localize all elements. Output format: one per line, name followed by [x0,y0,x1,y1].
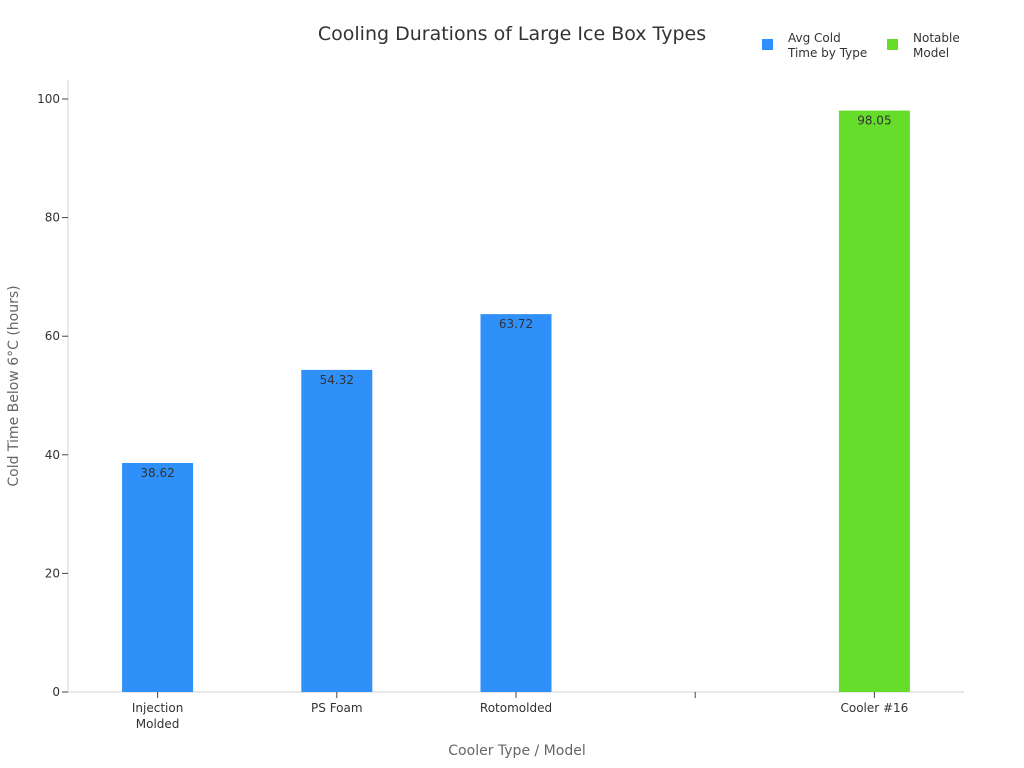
legend-label: Time by Type [787,46,867,60]
x-tick-label: Rotomolded [480,701,552,715]
bar [480,314,552,692]
x-tick-label: Injection [132,701,183,715]
x-tick-label: Molded [136,717,180,731]
y-tick-label: 20 [45,566,60,580]
legend-swatch [887,39,898,50]
bar [301,369,373,692]
x-axis-title: Cooler Type / Model [448,743,585,759]
bar [838,110,910,693]
legend-label: Model [913,46,949,60]
y-axis-title: Cold Time Below 6°C (hours) [6,285,22,486]
chart-title: Cooling Durations of Large Ice Box Types [318,23,706,45]
bar [122,462,194,692]
y-tick-label: 40 [45,448,60,462]
legend-label: Notable [913,31,960,45]
y-tick-label: 0 [52,685,60,699]
bar-data-label: 38.62 [140,466,174,480]
x-tick-label: PS Foam [311,701,363,715]
legend-label: Avg Cold [788,31,841,45]
legend-swatch [762,39,773,50]
y-tick-label: 100 [37,92,60,106]
y-tick-label: 60 [45,329,60,343]
bar-data-label: 98.05 [857,114,891,128]
bar-data-label: 63.72 [499,317,533,331]
y-tick-label: 80 [45,211,60,225]
bar-data-label: 54.32 [320,373,354,387]
x-tick-label: Cooler #16 [840,701,908,715]
